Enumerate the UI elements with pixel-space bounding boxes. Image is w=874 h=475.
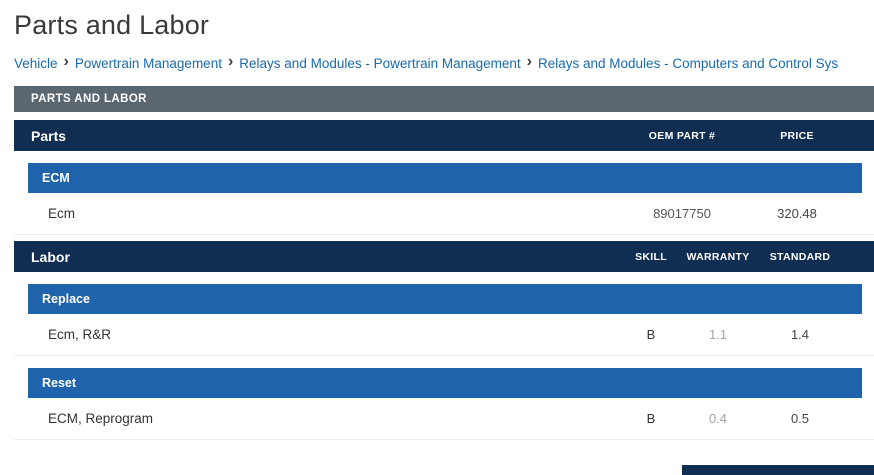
table-row-part-ecm[interactable]: Ecm 89017750 320.48	[14, 193, 874, 235]
labor-group-label: Reset	[42, 376, 77, 390]
labor-table-title: Labor	[31, 248, 70, 265]
breadcrumb-link-vehicle[interactable]: Vehicle	[14, 55, 58, 71]
section-header-label: PARTS AND LABOR	[31, 93, 147, 105]
part-oem-number: 89017750	[653, 206, 711, 221]
labor-table-header: Labor SKILL WARRANTY STANDARD	[14, 241, 874, 272]
chevron-right-icon: ›	[526, 55, 532, 70]
section-header-parts-and-labor: PARTS AND LABOR	[14, 86, 874, 112]
chevron-right-icon: ›	[227, 55, 234, 70]
part-name: Ecm	[48, 206, 75, 221]
next-section-bar-partial	[682, 465, 874, 475]
parts-table-title: Parts	[31, 127, 67, 144]
chevron-right-icon: ›	[63, 55, 69, 70]
column-header-skill: SKILL	[635, 250, 667, 263]
parts-group-label: ECM	[42, 171, 70, 185]
page-title: Parts and Labor	[14, 10, 210, 40]
labor-skill: B	[646, 411, 656, 426]
part-price: 320.48	[777, 206, 817, 221]
parts-and-labor-page: Parts and Labor Vehicle › Powertrain Man…	[0, 10, 874, 475]
labor-group-header-reset: Reset	[28, 368, 862, 398]
labor-operation-name: Ecm, R&R	[48, 327, 112, 342]
breadcrumb: Vehicle › Powertrain Management › Relays…	[14, 55, 874, 71]
labor-warranty-time: 1.1	[708, 327, 728, 342]
parts-table-header: Parts OEM PART # PRICE	[14, 120, 874, 151]
labor-warranty-time: 0.4	[708, 411, 728, 426]
labor-standard-time: 1.4	[790, 327, 810, 342]
labor-skill: B	[646, 327, 656, 342]
column-header-price: PRICE	[780, 129, 814, 142]
breadcrumb-link-powertrain-management[interactable]: Powertrain Management	[74, 55, 222, 71]
column-header-oem-part: OEM PART #	[648, 129, 716, 142]
labor-operation-name: ECM, Reprogram	[48, 411, 154, 426]
labor-group-header-replace: Replace	[28, 284, 862, 314]
column-header-standard: STANDARD	[769, 250, 831, 263]
column-header-warranty: WARRANTY	[686, 250, 750, 263]
labor-standard-time: 0.5	[790, 411, 810, 426]
table-row-labor-ecm-reprogram[interactable]: ECM, Reprogram B 0.4 0.5	[14, 398, 874, 440]
breadcrumb-link-relays-modules-computers[interactable]: Relays and Modules - Computers and Contr…	[538, 55, 839, 71]
breadcrumb-link-relays-modules-powertrain[interactable]: Relays and Modules - Powertrain Manageme…	[239, 55, 521, 71]
labor-group-label: Replace	[42, 292, 90, 306]
parts-group-header-ecm: ECM	[28, 163, 862, 193]
table-row-labor-ecm-rr[interactable]: Ecm, R&R B 1.1 1.4	[14, 314, 874, 356]
